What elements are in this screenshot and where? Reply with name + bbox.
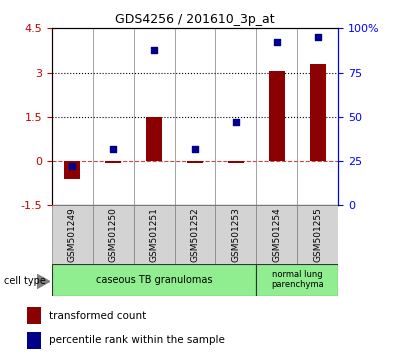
Bar [27, 332, 41, 348]
Bar [215, 205, 256, 264]
Text: GSM501252: GSM501252 [191, 207, 199, 262]
Bar [93, 205, 134, 264]
Bar [105, 161, 121, 162]
Point [192, 146, 198, 152]
Bar [52, 205, 93, 264]
Text: GSM501253: GSM501253 [232, 207, 240, 262]
Bar [256, 205, 297, 264]
Point [233, 119, 239, 125]
Bar [187, 161, 203, 162]
Bar [175, 205, 215, 264]
Bar [269, 71, 285, 161]
Bar [52, 264, 256, 296]
Bar [256, 264, 338, 296]
Text: percentile rank within the sample: percentile rank within the sample [49, 335, 224, 345]
Point [315, 34, 321, 40]
Point [151, 47, 157, 52]
Polygon shape [37, 274, 50, 289]
Text: normal lung
parenchyma: normal lung parenchyma [271, 270, 324, 289]
Text: cell type: cell type [4, 276, 46, 286]
Text: GSM501251: GSM501251 [150, 207, 158, 262]
Point [69, 164, 75, 169]
Bar [310, 64, 326, 161]
Text: GSM501255: GSM501255 [313, 207, 322, 262]
Bar [134, 205, 175, 264]
Point [274, 40, 280, 45]
Text: transformed count: transformed count [49, 310, 146, 321]
Bar [64, 161, 80, 179]
Bar [228, 161, 244, 162]
Bar [146, 117, 162, 161]
Bar [297, 205, 338, 264]
Point [110, 146, 116, 152]
Title: GDS4256 / 201610_3p_at: GDS4256 / 201610_3p_at [115, 13, 275, 26]
Bar [27, 307, 41, 324]
Text: GSM501250: GSM501250 [109, 207, 118, 262]
Text: caseous TB granulomas: caseous TB granulomas [96, 275, 212, 285]
Text: GSM501254: GSM501254 [272, 207, 281, 262]
Text: GSM501249: GSM501249 [68, 207, 77, 262]
